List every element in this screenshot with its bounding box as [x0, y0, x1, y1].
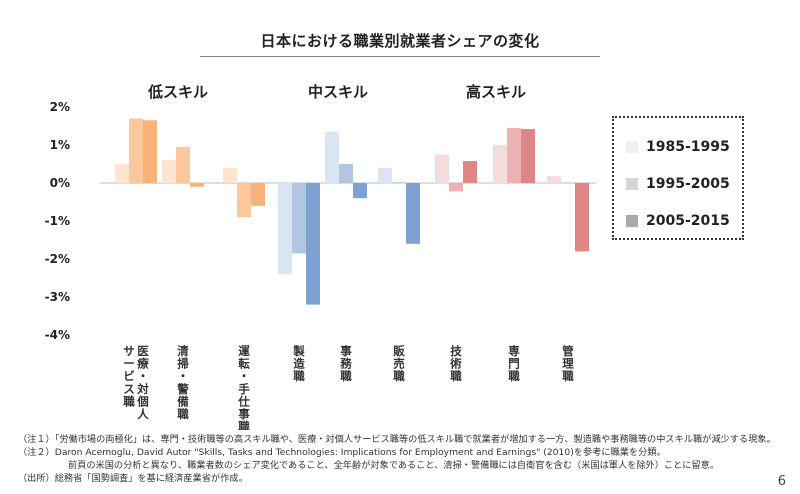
bar — [176, 146, 190, 183]
legend-label: 1985-1995 — [646, 138, 730, 155]
bar — [463, 160, 477, 183]
bar — [547, 176, 561, 183]
legend-item: 2005-2015 — [626, 202, 742, 239]
category-label-char: ・ — [238, 369, 250, 383]
bar — [406, 183, 420, 244]
legend-item: 1995-2005 — [626, 165, 742, 202]
category-label-char: 清 — [177, 344, 189, 358]
category-label-char: 職 — [508, 369, 520, 383]
category-label-char: ・ — [177, 369, 189, 383]
group-label: 高スキル — [466, 83, 526, 101]
category-label-char: 療 — [137, 357, 149, 371]
y-tick-label: 1% — [50, 138, 70, 152]
bar — [392, 182, 406, 183]
category-label-char: 対 — [136, 382, 149, 396]
y-tick-label: -4% — [45, 328, 70, 342]
bar — [507, 127, 521, 183]
category-label-char: 個 — [136, 394, 149, 408]
bar — [378, 167, 392, 183]
category-label-char: ー — [123, 357, 135, 371]
category-label-char: 理 — [562, 357, 574, 371]
category-label-char: 売 — [393, 357, 405, 371]
chart-title: 日本における職業別就業者シェアの変化 — [260, 32, 540, 50]
bar — [237, 183, 251, 218]
bar — [575, 183, 589, 252]
footnote: （注１）「労働市場の両極化」は、専門・技術職等の高スキル職や、医療・対個人サービ… — [18, 434, 776, 445]
bar — [292, 183, 306, 254]
bar — [129, 118, 143, 183]
y-tick-label: 0% — [50, 176, 70, 190]
category-label-char: 職 — [238, 420, 250, 430]
bar — [278, 183, 292, 275]
category-label-char: 職 — [177, 407, 189, 421]
footnote: （注２）Daron Acemoglu, David Autor "Skills,… — [18, 447, 666, 458]
bar-chart: 2%1%0%-1%-2%-3%-4%低スキル 中スキル 高スキル医療・対個人サービス… — [45, 83, 596, 430]
source-note: （出所）総務省「国勢調査」を基に経済産業省が作成。 — [18, 473, 248, 484]
bar — [251, 183, 265, 206]
category-label-char: 造 — [293, 357, 305, 371]
category-label-char: 仕 — [237, 394, 250, 408]
bar — [449, 183, 463, 192]
category-label-char: ビ — [123, 369, 135, 383]
category-label-char: 職 — [123, 394, 135, 408]
bar — [435, 154, 449, 183]
y-tick-label: -2% — [45, 252, 70, 266]
category-label-char: 事 — [238, 407, 250, 421]
page-number: 6 — [777, 474, 786, 489]
legend-item: 1985-1995 — [626, 128, 742, 165]
category-label-char: 務 — [340, 357, 352, 371]
category-label-char: 門 — [508, 357, 520, 371]
category-label-char: サ — [123, 344, 135, 358]
y-tick-label: -3% — [45, 290, 70, 304]
bar — [223, 167, 237, 183]
category-label-char: 医 — [137, 344, 149, 358]
legend-label: 2005-2015 — [646, 212, 730, 229]
category-label-char: 掃 — [177, 357, 189, 371]
category-label-char: ・ — [137, 369, 149, 383]
category-label-char: 手 — [238, 382, 250, 396]
category-label-char: 職 — [450, 369, 462, 383]
category-label-char: 警 — [176, 382, 189, 396]
y-tick-label: 2% — [50, 100, 70, 114]
group-label: 中スキル — [308, 83, 368, 101]
category-label-char: 職 — [562, 369, 574, 383]
category-label-char: 製 — [292, 344, 305, 358]
category-label-char: 職 — [293, 369, 305, 383]
category-label-char: 運 — [238, 344, 250, 358]
bar — [115, 164, 129, 183]
bar — [306, 183, 320, 305]
bar — [162, 160, 176, 183]
legend: 1985-1995 1995-2005 2005-2015 — [612, 116, 744, 240]
category-label-char: 転 — [238, 357, 250, 371]
bar — [353, 183, 367, 199]
legend-swatch — [626, 140, 638, 153]
category-label-char: 事 — [340, 344, 352, 358]
category-label-char: 備 — [177, 394, 189, 408]
bar — [143, 120, 157, 183]
bar — [493, 145, 507, 183]
category-label-char: 職 — [340, 369, 352, 383]
footnotes: （注１）「労働市場の両極化」は、専門・技術職等の高スキル職や、医療・対個人サービ… — [18, 433, 788, 485]
category-label-char: ス — [123, 382, 135, 396]
category-label-char: 販 — [393, 344, 405, 358]
y-tick-label: -1% — [45, 214, 70, 228]
category-label-char: 人 — [137, 407, 149, 421]
bar — [339, 164, 353, 183]
category-label-char: 術 — [449, 357, 462, 371]
category-label-char: 管 — [562, 344, 574, 358]
legend-swatch — [626, 177, 638, 190]
category-label-char: 専 — [508, 344, 520, 358]
group-label: 低スキル — [147, 83, 208, 101]
legend-label: 1995-2005 — [646, 175, 730, 192]
bar — [325, 131, 339, 183]
legend-swatch — [626, 214, 638, 227]
title-underline — [200, 56, 600, 57]
bar — [190, 183, 204, 187]
category-label-char: 技 — [450, 344, 462, 358]
footnote: 前頁の米国の分析と異なり、職業者数のシェア変化であること、全年齢が対象であること… — [68, 460, 720, 471]
category-label-char: 職 — [393, 369, 405, 383]
bar — [521, 129, 535, 183]
